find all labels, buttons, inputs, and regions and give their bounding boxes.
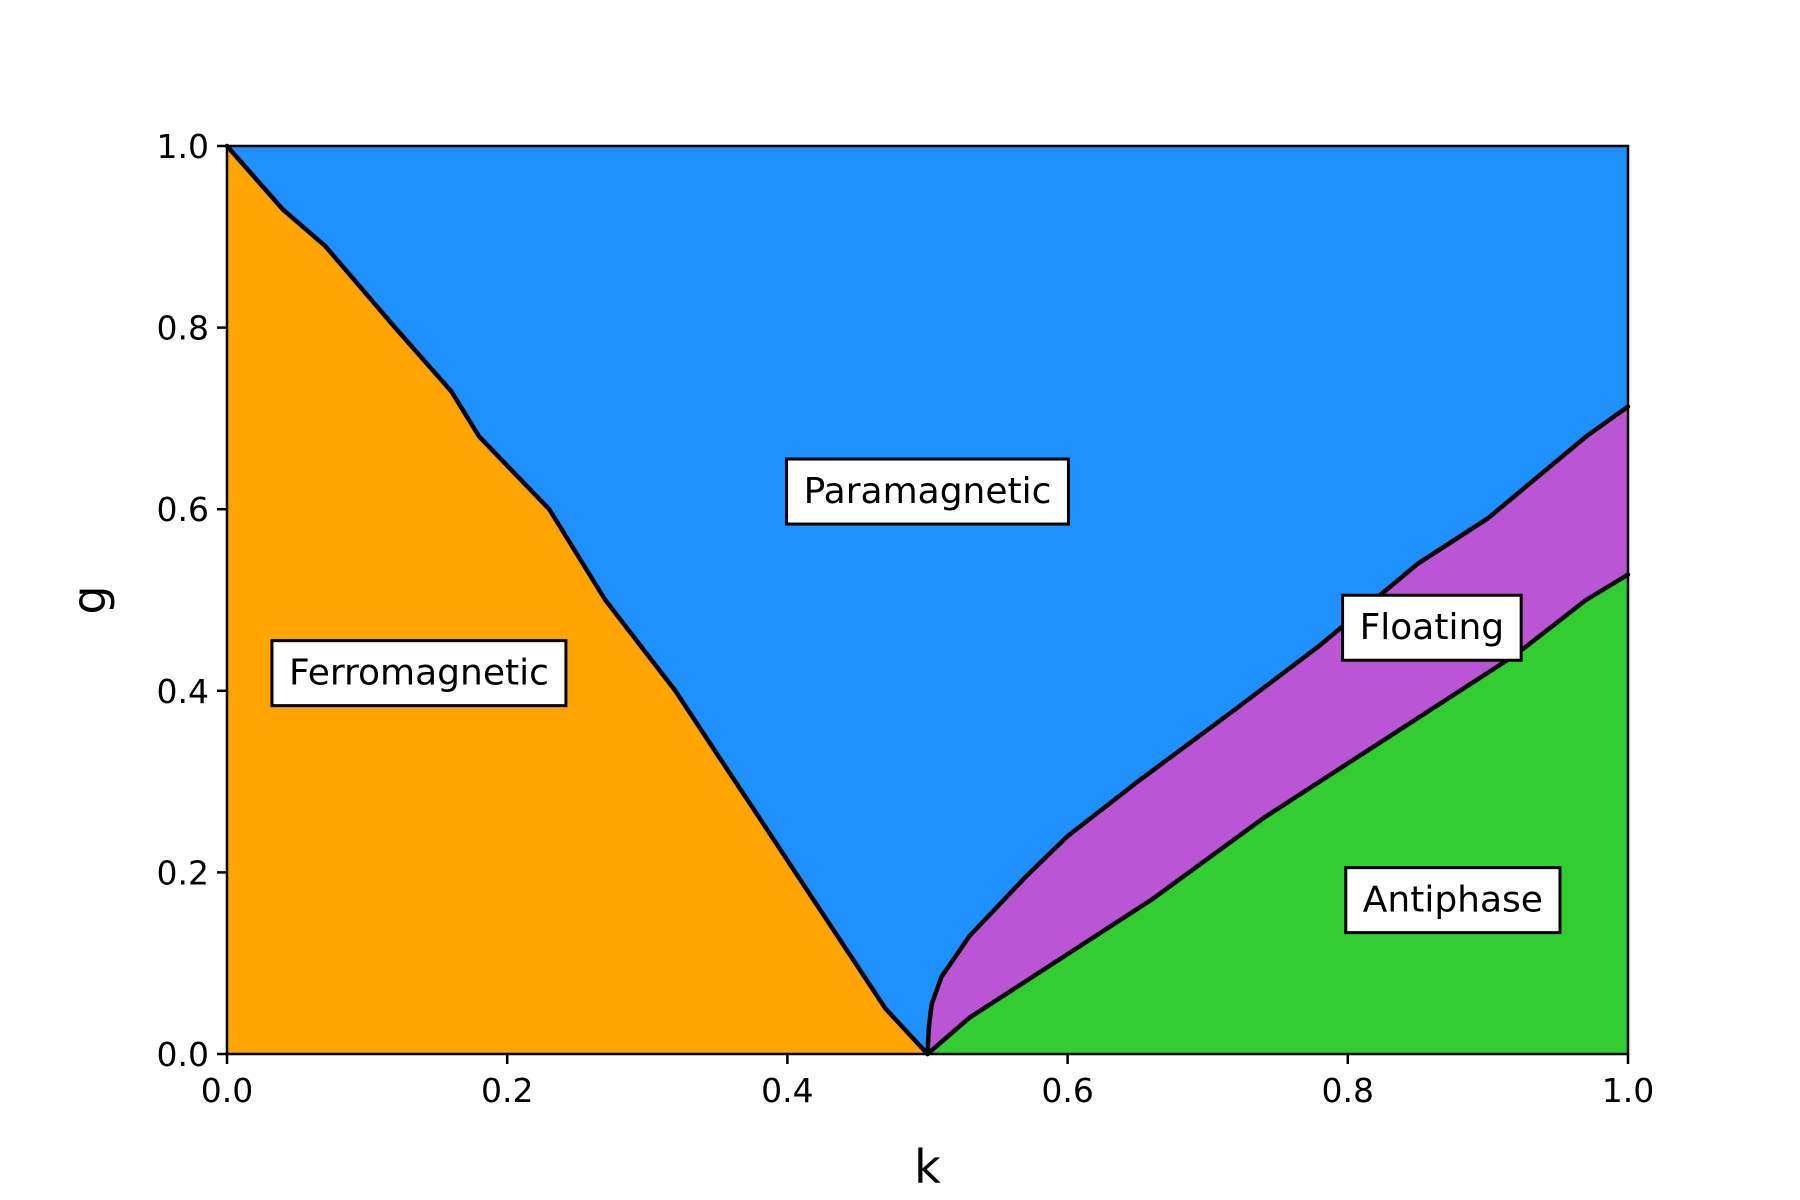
y-tick-label: 0.8 [157,309,209,348]
region-label: Paramagnetic [785,457,1070,526]
y-tick-label: 0.4 [157,672,209,711]
floating-antiphase-boundary [925,572,1631,1057]
axis-ticks: 0.0 0.2 0.4 0.6 0.8 1.0 0.0 0.2 0.4 0.6 0.8 1.0 [157,127,1655,1110]
antiphase-region [927,574,1628,1054]
region-label-text: Paramagnetic [804,471,1052,512]
region-label-text: Ferromagnetic [289,653,549,694]
x-tick-label: 0.4 [761,1071,813,1110]
plot-frame [225,144,1630,1056]
y-tick-label: 0.2 [157,853,209,892]
region-label-box [785,457,1070,526]
ferro-para-boundary [224,143,930,1057]
x-tick-label: 1.0 [1602,1071,1654,1110]
region-label-box [270,639,568,708]
y-axis-label: g [62,585,116,614]
region-label-text: Antiphase [1363,880,1543,921]
phase-boundaries [224,143,1631,1057]
ferromagnetic-region [227,146,928,1054]
region-label-text: Floating [1360,607,1505,648]
region-label-box [1344,866,1562,935]
region-label: Ferromagnetic [270,639,568,708]
x-tick-label: 0.6 [1041,1071,1093,1110]
para-floating-boundary [925,404,1631,1057]
region-labels: Ferromagnetic Paramagnetic Floating Antipha… [270,457,1562,935]
x-tick-label: 0.0 [201,1071,253,1110]
x-tick-label: 0.2 [481,1071,533,1110]
region-label-box [1341,593,1523,662]
region-label: Floating [1341,593,1523,662]
y-tick-label: 0.0 [157,1035,209,1074]
region-label: Antiphase [1344,866,1562,935]
x-tick-label: 0.8 [1322,1071,1374,1110]
y-tick-label: 0.6 [157,490,209,529]
x-axis-label: k [914,1140,941,1194]
y-tick-label: 1.0 [157,127,209,166]
